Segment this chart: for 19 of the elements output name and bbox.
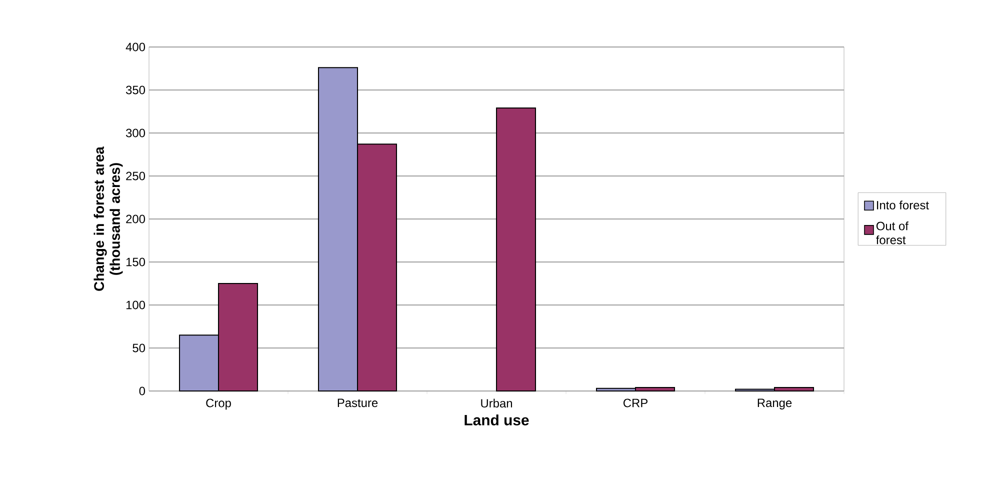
y-tick-label: 0 xyxy=(139,386,146,396)
x-tick-label: Pasture xyxy=(338,398,378,408)
y-axis-title: Change in forest area (thousand acres) xyxy=(94,146,123,291)
x-tick-label: CRP xyxy=(623,398,648,408)
legend-label: Out of forest xyxy=(876,222,908,244)
y-tick-label: 200 xyxy=(126,214,146,224)
bar xyxy=(496,108,536,392)
y-tick-label: 350 xyxy=(126,86,146,94)
y-tick-label: 400 xyxy=(126,42,146,52)
legend-label: Into forest xyxy=(877,200,929,210)
y-tick-label: 150 xyxy=(126,258,146,266)
x-axis-title: Land use xyxy=(464,414,529,426)
x-tick-label: Urban xyxy=(481,398,512,408)
y-tick-label: 100 xyxy=(126,300,146,310)
y-tick-label: 50 xyxy=(132,344,146,352)
x-tick-label: Range xyxy=(758,398,792,410)
y-tick-label: 300 xyxy=(126,128,146,138)
x-tick-label: Crop xyxy=(206,398,231,410)
y-tick-label: 250 xyxy=(126,172,146,180)
